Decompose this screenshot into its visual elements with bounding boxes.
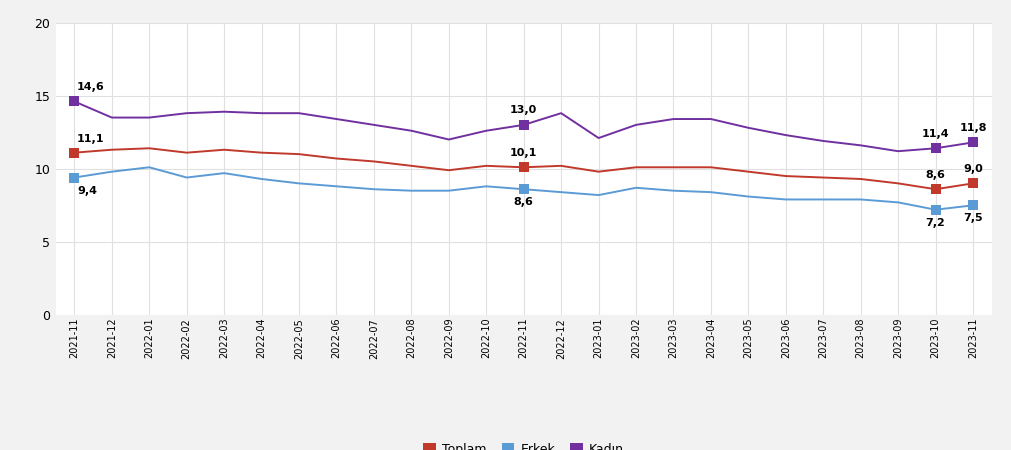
Text: 11,4: 11,4 [921, 129, 948, 139]
Text: 8,6: 8,6 [925, 170, 944, 180]
Text: 7,5: 7,5 [962, 213, 982, 223]
Text: 9,4: 9,4 [77, 185, 97, 196]
Text: 11,8: 11,8 [958, 123, 986, 133]
Text: 14,6: 14,6 [77, 82, 105, 92]
Legend: Toplam, Erkek, Kadın: Toplam, Erkek, Kadın [418, 438, 629, 450]
Text: 13,0: 13,0 [510, 105, 537, 115]
Text: 9,0: 9,0 [962, 164, 982, 174]
Text: 11,1: 11,1 [77, 135, 104, 144]
Text: 7,2: 7,2 [925, 218, 944, 228]
Text: 8,6: 8,6 [514, 197, 533, 207]
Text: 10,1: 10,1 [510, 148, 537, 157]
